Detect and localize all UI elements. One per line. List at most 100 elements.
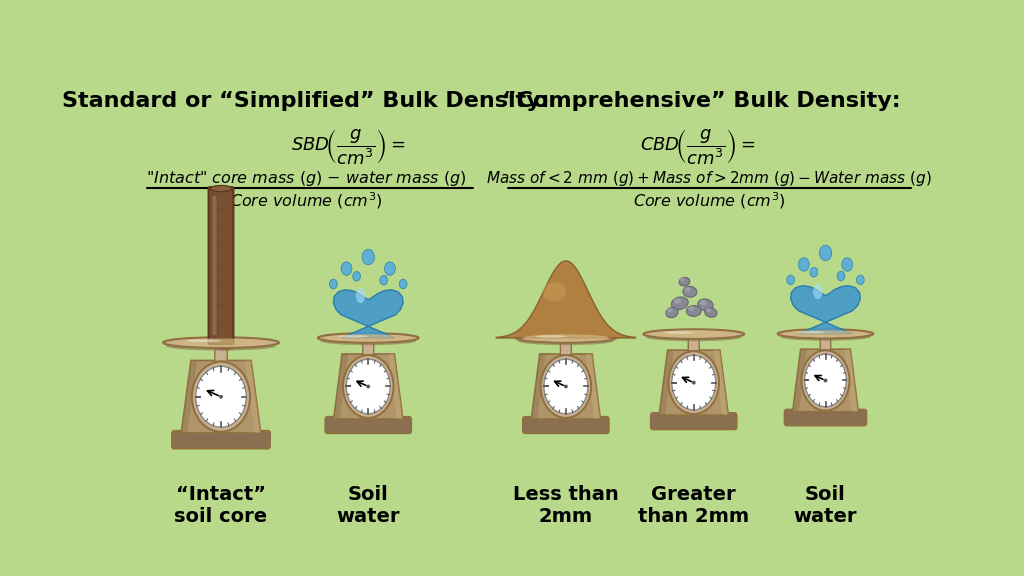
Ellipse shape bbox=[674, 298, 681, 304]
FancyBboxPatch shape bbox=[650, 413, 736, 430]
Text: $Mass\ of < 2\ mm\ (g) + Mass\ of > 2mm\ (g) - Water\ mass\ (g)$: $Mass\ of < 2\ mm\ (g) + Mass\ of > 2mm\… bbox=[486, 169, 932, 188]
Text: $SBD\!\left(\dfrac{g}{cm^3}\right) =$: $SBD\!\left(\dfrac{g}{cm^3}\right) =$ bbox=[291, 127, 406, 166]
Ellipse shape bbox=[356, 288, 366, 304]
Ellipse shape bbox=[564, 385, 568, 388]
Ellipse shape bbox=[692, 381, 695, 385]
Ellipse shape bbox=[706, 308, 712, 312]
Ellipse shape bbox=[191, 362, 250, 432]
Ellipse shape bbox=[823, 378, 827, 382]
Polygon shape bbox=[791, 286, 860, 334]
Ellipse shape bbox=[166, 342, 276, 351]
Ellipse shape bbox=[805, 354, 847, 407]
Ellipse shape bbox=[321, 337, 416, 345]
Polygon shape bbox=[334, 354, 402, 419]
Ellipse shape bbox=[643, 329, 744, 339]
Ellipse shape bbox=[856, 275, 864, 285]
FancyBboxPatch shape bbox=[172, 431, 270, 449]
Ellipse shape bbox=[688, 306, 694, 311]
Ellipse shape bbox=[683, 286, 697, 297]
Text: Standard or “Simplified” Bulk Density:: Standard or “Simplified” Bulk Density: bbox=[62, 90, 550, 111]
Polygon shape bbox=[334, 290, 403, 338]
Ellipse shape bbox=[346, 359, 390, 414]
Text: Greater
than 2mm: Greater than 2mm bbox=[638, 485, 750, 526]
Ellipse shape bbox=[686, 306, 701, 316]
FancyBboxPatch shape bbox=[523, 416, 609, 433]
Ellipse shape bbox=[172, 339, 270, 347]
FancyBboxPatch shape bbox=[560, 337, 571, 355]
Ellipse shape bbox=[646, 334, 741, 342]
Ellipse shape bbox=[338, 335, 369, 338]
FancyBboxPatch shape bbox=[688, 334, 699, 351]
Ellipse shape bbox=[780, 333, 871, 341]
Text: Core volume $(cm^3)$: Core volume $(cm^3)$ bbox=[633, 190, 785, 211]
Ellipse shape bbox=[669, 351, 719, 414]
Ellipse shape bbox=[680, 278, 685, 281]
Text: “Intact”
soil core: “Intact” soil core bbox=[174, 485, 267, 526]
Polygon shape bbox=[181, 361, 261, 433]
Ellipse shape bbox=[797, 331, 825, 334]
Ellipse shape bbox=[212, 343, 238, 350]
FancyBboxPatch shape bbox=[215, 342, 227, 361]
Ellipse shape bbox=[380, 275, 388, 285]
Polygon shape bbox=[793, 349, 858, 412]
Polygon shape bbox=[181, 361, 198, 433]
Ellipse shape bbox=[385, 262, 395, 275]
Polygon shape bbox=[388, 354, 402, 419]
Text: “Comprehensive” Bulk Density:: “Comprehensive” Bulk Density: bbox=[502, 90, 901, 111]
Ellipse shape bbox=[672, 355, 716, 410]
Ellipse shape bbox=[196, 366, 246, 427]
Ellipse shape bbox=[777, 329, 873, 339]
Ellipse shape bbox=[810, 267, 818, 277]
Ellipse shape bbox=[819, 245, 831, 261]
Ellipse shape bbox=[667, 308, 673, 313]
Ellipse shape bbox=[352, 271, 360, 281]
Ellipse shape bbox=[786, 275, 795, 285]
Text: Soil
water: Soil water bbox=[794, 485, 857, 526]
Ellipse shape bbox=[343, 355, 393, 418]
Polygon shape bbox=[844, 349, 858, 412]
FancyBboxPatch shape bbox=[784, 410, 866, 426]
FancyBboxPatch shape bbox=[820, 333, 830, 350]
Ellipse shape bbox=[666, 308, 678, 318]
Ellipse shape bbox=[515, 333, 616, 343]
Ellipse shape bbox=[341, 262, 352, 275]
Polygon shape bbox=[245, 361, 261, 433]
Ellipse shape bbox=[679, 278, 690, 286]
Polygon shape bbox=[793, 349, 807, 412]
Ellipse shape bbox=[210, 185, 231, 192]
Polygon shape bbox=[586, 354, 600, 419]
Ellipse shape bbox=[367, 385, 371, 388]
Ellipse shape bbox=[186, 339, 221, 342]
Ellipse shape bbox=[523, 334, 608, 342]
Ellipse shape bbox=[697, 299, 713, 310]
Ellipse shape bbox=[330, 279, 337, 289]
Ellipse shape bbox=[544, 359, 588, 414]
Ellipse shape bbox=[163, 337, 279, 348]
Text: Less than
2mm: Less than 2mm bbox=[513, 485, 618, 526]
FancyBboxPatch shape bbox=[326, 416, 412, 433]
Ellipse shape bbox=[518, 337, 613, 345]
Text: Soil
water: Soil water bbox=[337, 485, 400, 526]
Polygon shape bbox=[659, 350, 728, 415]
Ellipse shape bbox=[838, 271, 845, 281]
Ellipse shape bbox=[543, 282, 566, 301]
Polygon shape bbox=[714, 350, 728, 415]
Ellipse shape bbox=[536, 335, 566, 338]
Text: "Intact" core mass $(g)$ $-$ water mass $(g)$: "Intact" core mass $(g)$ $-$ water mass … bbox=[146, 169, 467, 188]
Text: Core volume $(cm^3)$: Core volume $(cm^3)$ bbox=[230, 190, 383, 211]
Ellipse shape bbox=[699, 300, 707, 305]
Polygon shape bbox=[496, 261, 636, 338]
Ellipse shape bbox=[326, 334, 411, 342]
Ellipse shape bbox=[684, 287, 690, 292]
Ellipse shape bbox=[541, 355, 591, 418]
Ellipse shape bbox=[842, 258, 853, 271]
Ellipse shape bbox=[799, 258, 809, 271]
Ellipse shape bbox=[362, 249, 375, 265]
FancyBboxPatch shape bbox=[209, 187, 233, 344]
Ellipse shape bbox=[664, 331, 693, 334]
Ellipse shape bbox=[399, 279, 407, 289]
Polygon shape bbox=[531, 354, 546, 419]
Ellipse shape bbox=[219, 395, 223, 399]
Ellipse shape bbox=[705, 308, 717, 317]
Polygon shape bbox=[659, 350, 674, 415]
